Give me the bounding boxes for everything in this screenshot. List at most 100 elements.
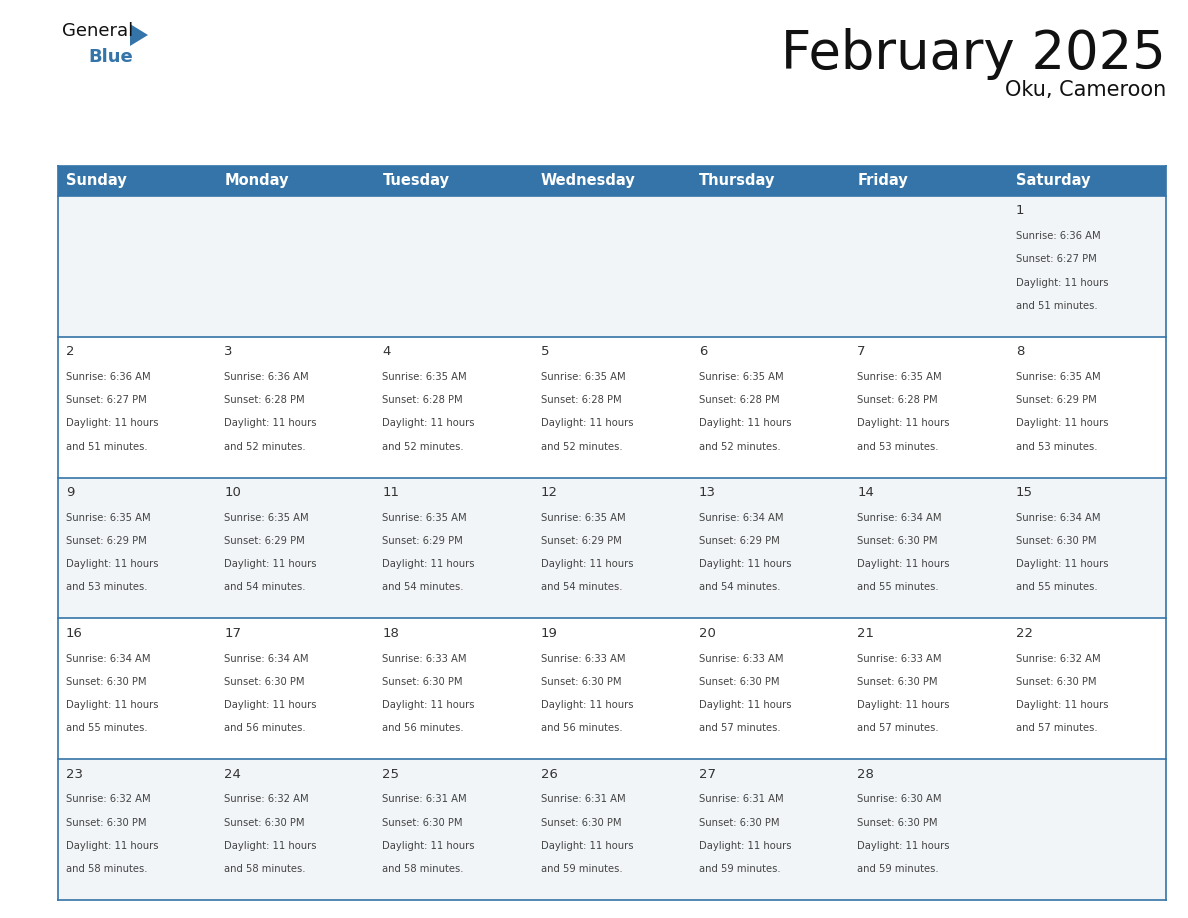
Bar [849, 477, 1007, 619]
Bar [1007, 759, 1165, 900]
Text: 24: 24 [225, 767, 241, 780]
Bar [691, 619, 849, 759]
Text: 3: 3 [225, 345, 233, 358]
Text: Sunset: 6:30 PM: Sunset: 6:30 PM [541, 818, 621, 828]
Text: Daylight: 11 hours: Daylight: 11 hours [65, 700, 158, 710]
Text: and 57 minutes.: and 57 minutes. [1016, 723, 1098, 733]
Text: Sunset: 6:30 PM: Sunset: 6:30 PM [65, 818, 146, 828]
Bar [374, 166, 533, 196]
Text: Daylight: 11 hours: Daylight: 11 hours [699, 559, 791, 569]
Text: and 53 minutes.: and 53 minutes. [1016, 442, 1098, 452]
Bar [216, 196, 374, 337]
Text: 16: 16 [65, 627, 83, 640]
Bar [374, 619, 533, 759]
Text: Sunset: 6:30 PM: Sunset: 6:30 PM [858, 677, 937, 687]
Text: General: General [62, 22, 133, 40]
Text: Sunrise: 6:33 AM: Sunrise: 6:33 AM [541, 654, 625, 664]
Text: Wednesday: Wednesday [541, 174, 636, 188]
Text: Sunset: 6:30 PM: Sunset: 6:30 PM [541, 677, 621, 687]
Bar [1007, 477, 1165, 619]
Text: 4: 4 [383, 345, 391, 358]
Text: and 57 minutes.: and 57 minutes. [699, 723, 781, 733]
Text: and 56 minutes.: and 56 minutes. [541, 723, 623, 733]
Bar [374, 337, 533, 477]
Text: Daylight: 11 hours: Daylight: 11 hours [225, 700, 317, 710]
Text: Sunrise: 6:34 AM: Sunrise: 6:34 AM [858, 513, 942, 522]
Text: 10: 10 [225, 486, 241, 499]
Text: Sunrise: 6:33 AM: Sunrise: 6:33 AM [699, 654, 784, 664]
Text: Sunset: 6:27 PM: Sunset: 6:27 PM [65, 396, 146, 405]
Text: and 59 minutes.: and 59 minutes. [541, 864, 623, 874]
Text: Sunset: 6:30 PM: Sunset: 6:30 PM [858, 536, 937, 546]
Text: Sunrise: 6:35 AM: Sunrise: 6:35 AM [541, 513, 625, 522]
Text: Sunrise: 6:36 AM: Sunrise: 6:36 AM [65, 372, 151, 382]
Text: and 58 minutes.: and 58 minutes. [225, 864, 305, 874]
Text: Sunset: 6:28 PM: Sunset: 6:28 PM [858, 396, 939, 405]
Text: Daylight: 11 hours: Daylight: 11 hours [699, 700, 791, 710]
Text: Daylight: 11 hours: Daylight: 11 hours [699, 841, 791, 851]
Text: Sunset: 6:29 PM: Sunset: 6:29 PM [383, 536, 463, 546]
Text: and 54 minutes.: and 54 minutes. [699, 583, 781, 592]
Bar [58, 477, 216, 619]
Text: 22: 22 [1016, 627, 1032, 640]
Bar [374, 196, 533, 337]
Text: Sunrise: 6:35 AM: Sunrise: 6:35 AM [65, 513, 151, 522]
Text: Sunset: 6:28 PM: Sunset: 6:28 PM [699, 396, 779, 405]
Text: Daylight: 11 hours: Daylight: 11 hours [858, 559, 950, 569]
Text: and 51 minutes.: and 51 minutes. [65, 442, 147, 452]
Text: Daylight: 11 hours: Daylight: 11 hours [858, 700, 950, 710]
Text: and 52 minutes.: and 52 minutes. [383, 442, 465, 452]
Text: Sunset: 6:29 PM: Sunset: 6:29 PM [1016, 396, 1097, 405]
Bar [58, 337, 216, 477]
Text: and 58 minutes.: and 58 minutes. [65, 864, 147, 874]
Text: Sunrise: 6:36 AM: Sunrise: 6:36 AM [225, 372, 309, 382]
Text: Daylight: 11 hours: Daylight: 11 hours [225, 559, 317, 569]
Text: and 52 minutes.: and 52 minutes. [541, 442, 623, 452]
Text: and 55 minutes.: and 55 minutes. [858, 583, 939, 592]
Text: Sunset: 6:30 PM: Sunset: 6:30 PM [225, 818, 304, 828]
Text: 13: 13 [699, 486, 716, 499]
Text: Daylight: 11 hours: Daylight: 11 hours [383, 419, 475, 429]
Bar [849, 196, 1007, 337]
Text: 8: 8 [1016, 345, 1024, 358]
Bar [58, 166, 216, 196]
Text: Sunrise: 6:32 AM: Sunrise: 6:32 AM [1016, 654, 1100, 664]
Text: Sunset: 6:30 PM: Sunset: 6:30 PM [1016, 677, 1097, 687]
Text: 11: 11 [383, 486, 399, 499]
Text: 23: 23 [65, 767, 83, 780]
Bar [691, 196, 849, 337]
Text: 28: 28 [858, 767, 874, 780]
Text: Daylight: 11 hours: Daylight: 11 hours [541, 700, 633, 710]
Text: and 54 minutes.: and 54 minutes. [225, 583, 305, 592]
Text: February 2025: February 2025 [782, 28, 1165, 80]
Text: Daylight: 11 hours: Daylight: 11 hours [65, 559, 158, 569]
Text: and 54 minutes.: and 54 minutes. [541, 583, 623, 592]
Text: Daylight: 11 hours: Daylight: 11 hours [1016, 700, 1108, 710]
Bar [374, 477, 533, 619]
Text: 15: 15 [1016, 486, 1032, 499]
Bar [533, 619, 691, 759]
Text: and 55 minutes.: and 55 minutes. [65, 723, 147, 733]
Text: Monday: Monday [225, 174, 289, 188]
Text: and 59 minutes.: and 59 minutes. [858, 864, 939, 874]
Text: Sunrise: 6:30 AM: Sunrise: 6:30 AM [858, 794, 942, 804]
Text: Daylight: 11 hours: Daylight: 11 hours [858, 841, 950, 851]
Text: Daylight: 11 hours: Daylight: 11 hours [383, 559, 475, 569]
Text: Sunrise: 6:35 AM: Sunrise: 6:35 AM [383, 372, 467, 382]
Text: Sunset: 6:30 PM: Sunset: 6:30 PM [65, 677, 146, 687]
Bar [216, 759, 374, 900]
Text: and 58 minutes.: and 58 minutes. [383, 864, 465, 874]
Text: Daylight: 11 hours: Daylight: 11 hours [858, 419, 950, 429]
Bar [691, 477, 849, 619]
Text: Sunrise: 6:31 AM: Sunrise: 6:31 AM [699, 794, 784, 804]
Text: 7: 7 [858, 345, 866, 358]
Text: Daylight: 11 hours: Daylight: 11 hours [699, 419, 791, 429]
Text: Sunset: 6:30 PM: Sunset: 6:30 PM [383, 818, 463, 828]
Text: Sunrise: 6:35 AM: Sunrise: 6:35 AM [383, 513, 467, 522]
Text: Sunrise: 6:31 AM: Sunrise: 6:31 AM [383, 794, 467, 804]
Text: Daylight: 11 hours: Daylight: 11 hours [1016, 419, 1108, 429]
Text: Sunrise: 6:32 AM: Sunrise: 6:32 AM [65, 794, 151, 804]
Text: Daylight: 11 hours: Daylight: 11 hours [65, 841, 158, 851]
Bar [691, 759, 849, 900]
Text: and 54 minutes.: and 54 minutes. [383, 583, 465, 592]
